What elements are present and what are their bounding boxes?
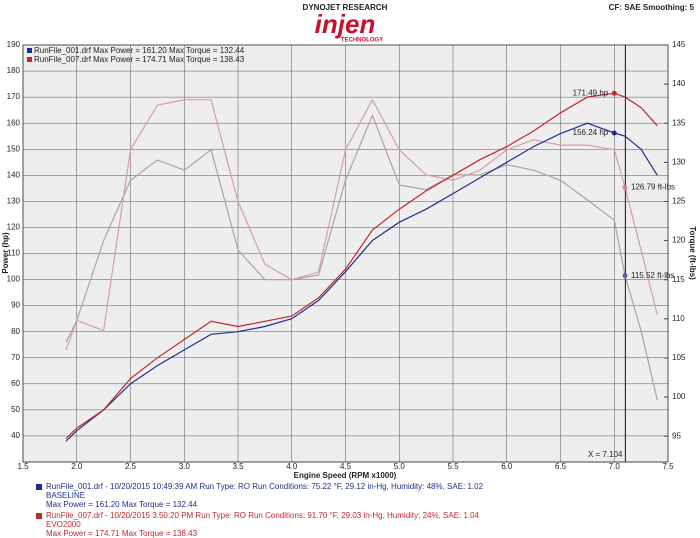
- annotation-label: 156.24 hp: [573, 128, 609, 137]
- y2-axis-title: Torque (ft-lbs): [688, 226, 697, 280]
- series-line: [65, 122, 658, 442]
- legend-swatch: [27, 48, 32, 53]
- header-left: DYNOJET RESEARCH: [303, 3, 388, 12]
- y2-tick-label: 110: [672, 314, 685, 323]
- y2-tick-label: 115: [672, 275, 685, 284]
- y2-tick-label: 95: [672, 431, 681, 440]
- series-line: [65, 98, 658, 351]
- footer-line: Max Power = 161.20 Max Torque = 132.44: [46, 500, 198, 509]
- x-tick-label: 2.5: [125, 462, 137, 471]
- x-tick-label: 4.5: [340, 462, 352, 471]
- footer-line: RunFile_007.drf - 10/20/2015 3:50:20 PM …: [46, 511, 480, 520]
- y2-tick-label: 120: [672, 236, 686, 245]
- x-tick-label: 7.0: [609, 462, 621, 471]
- annotation-marker: [611, 90, 617, 96]
- y-tick-label: 160: [7, 118, 21, 127]
- y-tick-label: 40: [11, 431, 20, 440]
- y-tick-label: 190: [7, 40, 21, 49]
- x-tick-label: 4.0: [286, 462, 298, 471]
- series-line: [65, 113, 658, 401]
- y-tick-label: 180: [7, 66, 21, 75]
- footer-line: Max Power = 174.71 Max Torque = 138.43: [46, 529, 198, 538]
- x-tick-label: 1.5: [17, 462, 29, 471]
- y2-tick-label: 140: [672, 79, 686, 88]
- header-right: CF: SAE Smoothing: 5: [609, 3, 695, 12]
- x-tick-label: 6.0: [501, 462, 513, 471]
- legend-swatch: [27, 57, 32, 62]
- annotation-marker: [622, 184, 628, 190]
- y-tick-label: 100: [7, 275, 21, 284]
- annotation-marker: [622, 273, 628, 279]
- footer-swatch: [36, 513, 42, 519]
- y-tick-label: 170: [7, 92, 21, 101]
- y-tick-label: 150: [7, 144, 21, 153]
- x-axis-title: Engine Speed (RPM x1000): [294, 471, 397, 480]
- x-tick-label: 3.0: [179, 462, 191, 471]
- y2-tick-label: 130: [672, 157, 686, 166]
- y-tick-label: 130: [7, 196, 21, 205]
- y-axis-title: Power (hp): [1, 232, 10, 274]
- y2-tick-label: 135: [672, 118, 686, 127]
- y2-tick-label: 100: [672, 392, 686, 401]
- y-tick-label: 140: [7, 170, 21, 179]
- x-tick-label: 5.0: [394, 462, 406, 471]
- series-line: [65, 92, 658, 439]
- footer-line: RunFile_001.drf - 10/20/2015 10:49:39 AM…: [46, 482, 484, 491]
- legend-entry: RunFile_001.drf Max Power = 161.20 Max T…: [34, 46, 245, 55]
- x-tick-label: 5.5: [447, 462, 459, 471]
- x-tick-label: 7.5: [662, 462, 674, 471]
- annotation-label: 115.52 ft-lbs: [631, 271, 674, 280]
- x-tick-label: 6.5: [555, 462, 567, 471]
- x-tick-label: 2.0: [71, 462, 83, 471]
- logo-sub: TECHNOLOGY: [341, 38, 383, 44]
- y2-tick-label: 125: [672, 197, 686, 206]
- logo: injen: [315, 9, 376, 39]
- y-tick-label: 60: [11, 379, 20, 388]
- annotation-label: 126.79 ft-lbs: [631, 183, 675, 192]
- annotation-marker: [611, 130, 617, 136]
- y2-tick-label: 145: [672, 40, 686, 49]
- y-tick-label: 110: [7, 249, 20, 258]
- annotation-label: 171.49 hp: [573, 88, 609, 97]
- y-tick-label: 50: [11, 405, 20, 414]
- footer-swatch: [36, 484, 42, 490]
- y-tick-label: 120: [7, 223, 21, 232]
- x-tick-label: 3.5: [232, 462, 244, 471]
- legend-entry: RunFile_007.drf Max Power = 174.71 Max T…: [34, 55, 245, 64]
- footer-line: BASELINE: [46, 491, 85, 500]
- y-tick-label: 70: [11, 353, 20, 362]
- y-tick-label: 90: [11, 301, 20, 310]
- y-tick-label: 80: [11, 327, 20, 336]
- cursor-label: X = 7.104: [588, 450, 623, 459]
- footer-line: EVO2000: [46, 520, 81, 529]
- y2-tick-label: 105: [672, 353, 686, 362]
